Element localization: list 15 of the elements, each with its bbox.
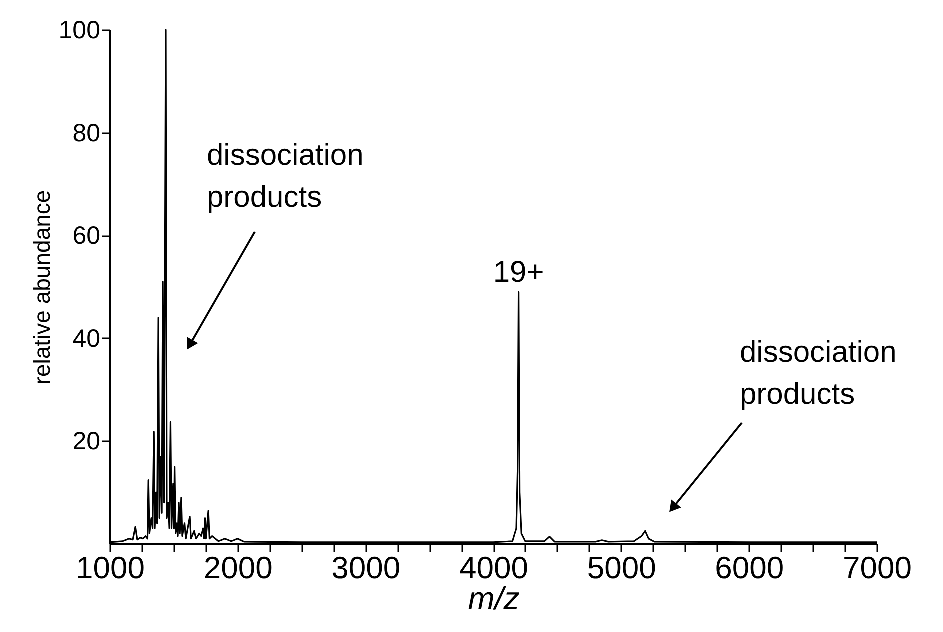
annotation: dissociation products [207,139,364,214]
annotation: 19+ [493,256,544,290]
y-tick-label: 80 [72,119,100,148]
x-tick-label: 7000 [843,550,912,586]
y-tick-label: 40 [72,324,100,353]
y-tick-label: 20 [72,428,100,456]
x-tick-label: 2000 [204,550,273,586]
x-tick-label: 5000 [587,550,656,586]
y-tick-label: 100 [58,16,100,44]
x-tick-label: 1000 [76,550,145,586]
y-tick-label: 60 [72,222,100,250]
x-tick-label: 6000 [715,550,784,586]
annotation: dissociation products [740,336,897,411]
x-tick-label: 3000 [332,550,401,586]
y-axis-title: relative abundance [28,190,55,385]
